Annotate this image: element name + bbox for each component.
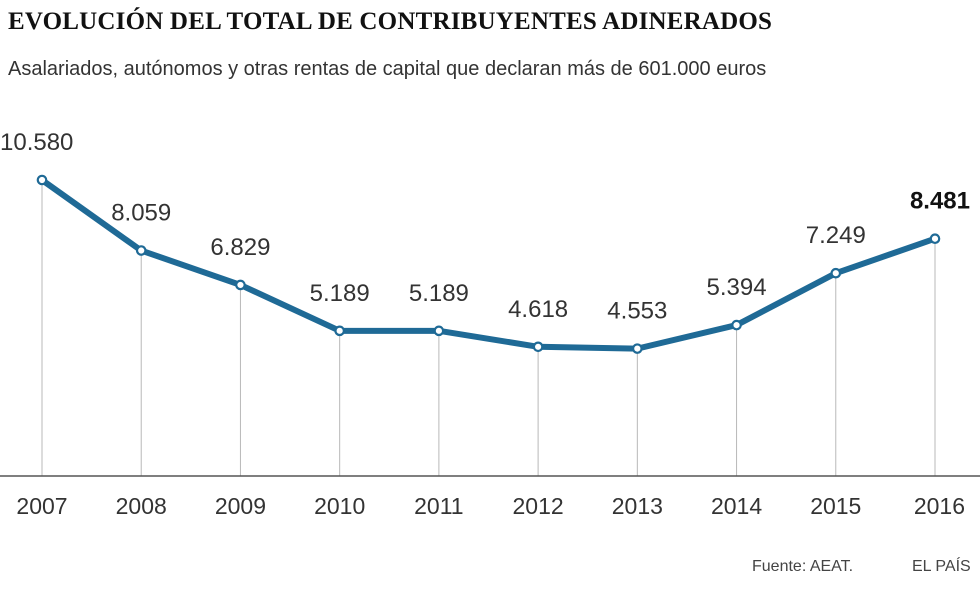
x-tick-2012: 2012 [513, 493, 564, 519]
data-label-2011: 5.189 [409, 280, 469, 307]
data-point-2015 [830, 267, 842, 279]
data-point-2014 [731, 319, 742, 331]
x-tick-2015: 2015 [810, 493, 861, 519]
data-point-2013 [632, 343, 643, 354]
data-point-2011 [433, 325, 445, 337]
publisher-brand: EL PAÍS [912, 558, 971, 575]
x-tick-2007: 2007 [16, 493, 67, 519]
x-tick-2009: 2009 [215, 493, 266, 519]
data-label-2015: 7.249 [806, 222, 866, 249]
x-tick-2013: 2013 [612, 493, 663, 519]
chart-title: EVOLUCIÓN DEL TOTAL DE CONTRIBUYENTES AD… [8, 8, 773, 35]
x-tick-2010: 2010 [314, 493, 365, 519]
series-line-contribuyentes [39, 177, 938, 352]
data-label-2010: 5.189 [310, 280, 370, 307]
data-point-2007 [36, 174, 48, 186]
data-point-2016 [929, 233, 941, 245]
data-label-2014: 5.394 [707, 274, 767, 301]
x-tick-labels: 2007 2008 2009 2010 2011 2012 2013 2014 2015 2016 [16, 493, 965, 519]
data-point-2012 [532, 341, 544, 353]
x-tick-2008: 2008 [116, 493, 167, 519]
gridlines [41, 180, 936, 476]
data-label-2016: 8.481 [910, 188, 970, 215]
chart-subtitle: Asalariados, autónomos y otras rentas de… [8, 58, 767, 80]
data-label-2009: 6.829 [210, 234, 270, 261]
x-tick-2011: 2011 [414, 493, 463, 519]
data-point-2009 [235, 279, 246, 291]
x-tick-2016: 2016 [914, 493, 965, 519]
data-points [36, 174, 941, 354]
data-point-2010 [334, 325, 345, 337]
data-label-2012: 4.618 [508, 296, 568, 323]
data-label-2007: 10.580 [0, 129, 73, 156]
data-label-2013: 4.553 [607, 298, 667, 325]
source-note: Fuente: AEAT. [752, 558, 854, 575]
x-tick-2014: 2014 [711, 493, 762, 519]
data-point-2008 [135, 245, 147, 256]
data-label-2008: 8.059 [111, 200, 171, 227]
data-labels: 10.580 8.059 6.829 5.189 5.189 4.618 4.553 5.39… [0, 129, 970, 325]
